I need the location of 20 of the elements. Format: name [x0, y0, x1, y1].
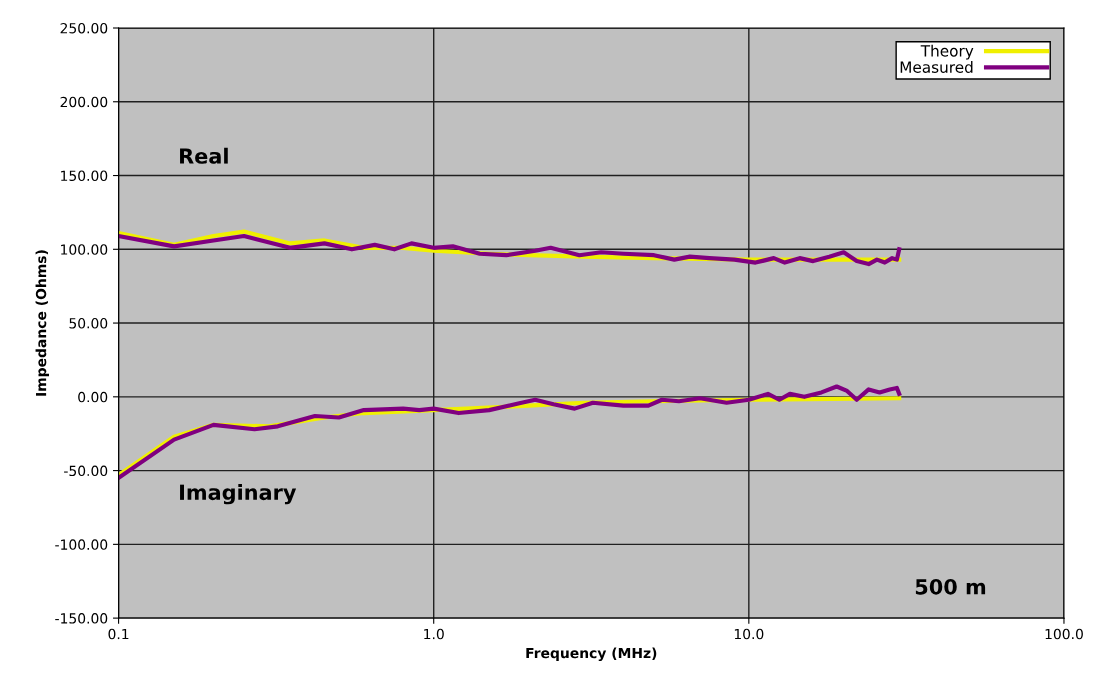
x-tick-label: 0.1: [108, 628, 129, 640]
y-tick-label: 150.00: [61, 170, 108, 182]
y-tick-label: 50.00: [69, 318, 108, 329]
y-tick-label: 100.00: [61, 244, 108, 255]
y-tick-label: -50.00: [64, 465, 108, 477]
y-tick-label: 250.00: [60, 22, 108, 34]
x-tick-label: 1.0: [424, 628, 444, 640]
legend-label: Measured: [900, 61, 973, 73]
y-tick-label: 200.00: [60, 96, 108, 108]
y-axis-title: Impedance (Ohms): [35, 250, 49, 396]
x-tick-label: 100.0: [1045, 628, 1083, 640]
annotation: Real: [180, 147, 228, 164]
x-axis-title: Frequency (MHz): [526, 647, 657, 662]
y-tick-label: -100.00: [55, 539, 108, 550]
annotation: Imaginary: [180, 484, 297, 505]
legend-label: Theory: [920, 44, 974, 60]
y-tick-label: 0.00: [78, 391, 108, 403]
x-tick-label: 10.0: [734, 628, 764, 640]
y-tick-label: -150.00: [55, 613, 108, 624]
annotation: 500 m: [915, 578, 986, 595]
